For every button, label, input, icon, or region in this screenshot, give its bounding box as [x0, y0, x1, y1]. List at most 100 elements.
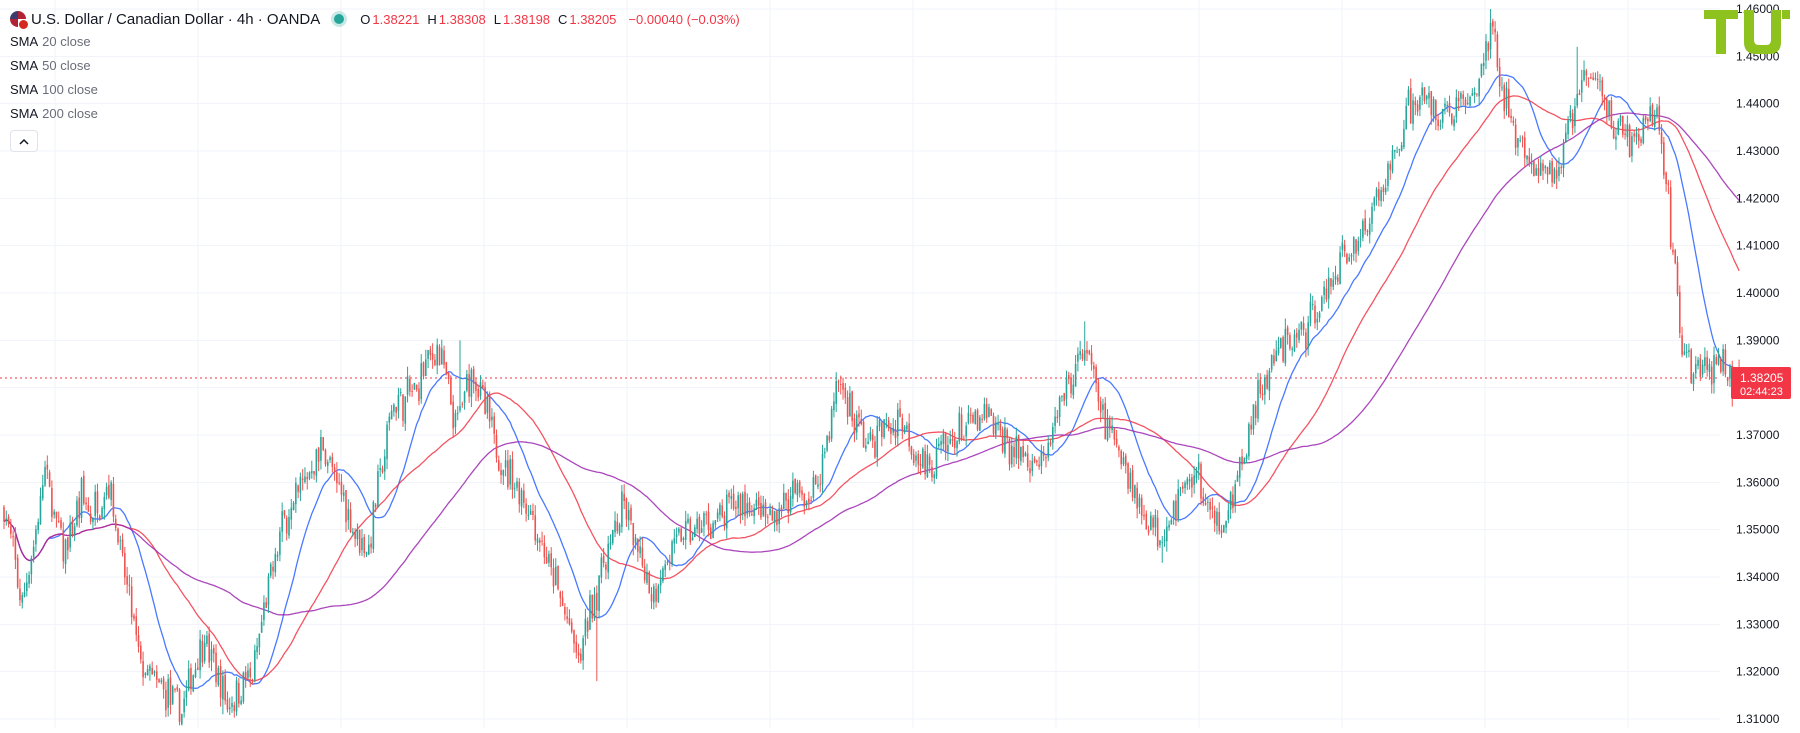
candle [1259, 373, 1262, 399]
candle [297, 484, 299, 499]
y-tick-label: 1.32000 [1736, 665, 1780, 679]
candle [1161, 535, 1164, 563]
candle [1261, 384, 1264, 401]
candle [475, 377, 477, 402]
candle [778, 502, 780, 533]
candle [326, 459, 329, 474]
candle [1300, 321, 1303, 336]
candle [1503, 82, 1506, 119]
candle [1387, 160, 1389, 192]
candle [545, 546, 548, 564]
candle [1077, 347, 1079, 372]
candle [176, 684, 179, 692]
candle [438, 344, 441, 366]
candle [696, 511, 698, 534]
candle [226, 691, 229, 713]
candle [206, 630, 208, 647]
candle [1045, 455, 1047, 468]
candle [1396, 146, 1398, 153]
candle [322, 437, 324, 452]
candle [1722, 344, 1724, 376]
candle [1067, 371, 1070, 385]
candle [659, 569, 662, 594]
candle [568, 609, 571, 626]
candle [231, 696, 233, 713]
candle [1097, 378, 1100, 411]
candle [1508, 78, 1510, 118]
candle [1359, 228, 1362, 248]
candle [1227, 503, 1230, 524]
candle [1330, 278, 1332, 295]
candle [340, 473, 343, 502]
candle [96, 483, 99, 523]
candle [1225, 520, 1227, 534]
market-status-icon[interactable] [334, 14, 345, 24]
candle [459, 340, 461, 413]
candle [39, 487, 42, 525]
candle [1348, 253, 1350, 263]
candle [1327, 267, 1330, 309]
candle [1364, 209, 1366, 235]
candle [1024, 451, 1027, 457]
candle [684, 510, 687, 550]
candle [963, 435, 965, 441]
candle [819, 473, 822, 493]
candle [885, 412, 888, 429]
candle [1669, 180, 1672, 250]
candle [639, 536, 641, 558]
candle [151, 661, 153, 675]
candle [1264, 374, 1266, 405]
symbol-title[interactable]: U.S. Dollar / Canadian Dollar · 4h · OAN… [31, 10, 321, 28]
candle [1482, 53, 1485, 76]
candle [447, 372, 450, 385]
candle [1357, 236, 1360, 256]
candle [1145, 510, 1148, 530]
candle [1713, 346, 1715, 394]
candle [311, 460, 313, 479]
candle [1001, 426, 1004, 454]
candle [1665, 171, 1667, 192]
candle [1535, 164, 1537, 176]
candle [1138, 493, 1141, 514]
candle [1200, 461, 1202, 506]
candle [1270, 354, 1273, 373]
indicator-sma-20[interactable]: SMA 20 close [10, 34, 91, 49]
candle [1708, 358, 1711, 380]
candle [249, 662, 252, 688]
collapse-legend-button[interactable] [10, 130, 38, 152]
candle [1152, 514, 1154, 536]
candle [723, 511, 726, 531]
candle [755, 492, 758, 511]
candle [1690, 348, 1692, 385]
candle [1090, 345, 1093, 371]
indicator-sma-50[interactable]: SMA 50 close [10, 58, 91, 73]
candle [570, 618, 573, 634]
indicator-sma-100[interactable]: SMA 100 close [10, 82, 98, 97]
candle [101, 505, 103, 519]
candle [130, 577, 133, 625]
candle [210, 641, 213, 672]
candle [41, 474, 44, 501]
candle [235, 676, 238, 716]
candle [678, 527, 680, 536]
candle [974, 409, 977, 425]
candle [313, 470, 315, 480]
candle [240, 695, 242, 706]
indicator-sma-200[interactable]: SMA 200 close [10, 106, 98, 121]
candle [1118, 444, 1120, 458]
candle [1476, 93, 1478, 97]
candle [349, 502, 352, 533]
candle [1022, 440, 1024, 463]
candle [906, 421, 908, 431]
candle [1020, 446, 1022, 466]
candle [381, 465, 384, 474]
y-tick-label: 1.33000 [1736, 617, 1780, 631]
candle [1526, 155, 1528, 165]
candle [413, 382, 416, 391]
candle [1489, 9, 1492, 59]
candle [1498, 58, 1501, 97]
candle [935, 438, 938, 479]
candle [500, 462, 502, 484]
